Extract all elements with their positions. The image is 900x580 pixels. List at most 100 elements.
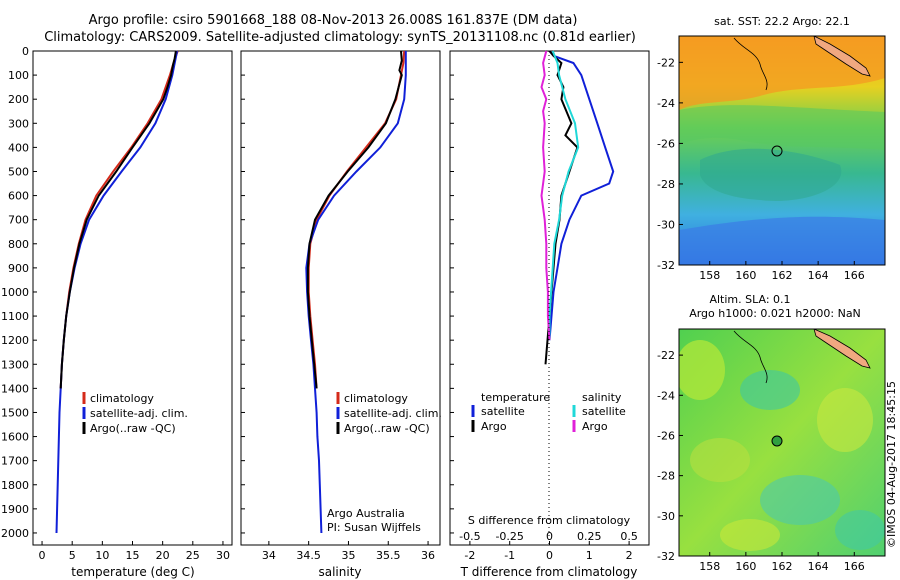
series-line-climatology	[307, 50, 406, 389]
s-tick-label: 0.25	[577, 530, 602, 543]
difference-xlabel-s: S difference from climatology	[468, 514, 631, 527]
sst-map-title: sat. SST: 22.2 Argo: 22.1	[714, 15, 850, 28]
legend-label-climatology: climatology	[90, 392, 154, 405]
depth-tick-label: 1200	[1, 334, 29, 347]
series-line-argo-raw-qc	[59, 50, 177, 389]
map-y-tick-label: -28	[657, 178, 675, 191]
sla-anomaly	[835, 510, 885, 550]
legend-label-satellite: satellite-adj. clim.	[344, 407, 442, 420]
depth-tick-label: 1500	[1, 406, 29, 419]
sla-anomaly	[817, 388, 873, 452]
depth-tick-label: 1000	[1, 286, 29, 299]
depth-tick-label: 1800	[1, 479, 29, 492]
map-x-tick-label: 164	[808, 269, 829, 282]
sla-anomaly	[740, 370, 800, 410]
legend-label-t-argo: Argo	[481, 420, 507, 433]
series-line-climatology	[59, 50, 179, 389]
difference-xlabel-t: T difference from climatology	[460, 565, 638, 579]
x-tick-label: 0	[546, 549, 553, 562]
sst-blue-region	[679, 216, 885, 265]
sla-map	[679, 329, 885, 556]
x-tick-label: 10	[95, 549, 109, 562]
map-y-tick-label: -26	[657, 137, 675, 150]
legend-label-argo: Argo(..raw -QC)	[344, 422, 430, 435]
x-tick-label: 35	[341, 549, 355, 562]
depth-tick-label: 800	[8, 238, 29, 251]
temperature-panel-frame	[32, 50, 233, 546]
series-line-s-satellite	[548, 50, 580, 341]
depth-tick-label: 300	[8, 117, 29, 130]
depth-tick-label: 700	[8, 214, 29, 227]
s-tick-label: 0.5	[620, 530, 638, 543]
depth-tick-label: 1100	[1, 310, 29, 323]
depth-tick-label: 1700	[1, 455, 29, 468]
salinity-xlabel: salinity	[318, 565, 361, 579]
sst-argo-marker	[771, 145, 783, 157]
series-line-argo-raw-qc	[306, 50, 403, 389]
x-tick-label: 0	[39, 549, 46, 562]
header-line-1: Argo profile: csiro 5901668_188 08-Nov-2…	[89, 13, 578, 28]
x-tick-label: 35.5	[376, 549, 401, 562]
difference-series	[540, 50, 615, 365]
s-tick-label: 0	[546, 530, 553, 543]
x-tick-label: 20	[156, 549, 170, 562]
legend-label-satellite: satellite-adj. clim.	[90, 407, 188, 420]
map-y-tick-label: -28	[657, 470, 675, 483]
sst-teal-eddy	[700, 148, 842, 201]
x-tick-label: 34.5	[296, 549, 321, 562]
x-tick-label: -2	[464, 549, 475, 562]
map-x-tick-label: 166	[844, 269, 865, 282]
x-tick-label: 2	[626, 549, 633, 562]
sla-map-title-2: Argo h1000: 0.021 h2000: NaN	[689, 307, 861, 320]
legend-heading-temperature: temperature	[481, 391, 550, 404]
coastline-shelf	[733, 37, 768, 91]
depth-tick-label: 1900	[1, 503, 29, 516]
sst-green-band	[679, 105, 885, 150]
sla-map-ticks: 158 160 162 164 166 -22 -24 -26 -28 -30 -32	[657, 349, 865, 573]
salinity-panel-frame	[240, 50, 441, 546]
annotation-pi: PI: Susan Wijffels	[327, 521, 421, 534]
sst-map-ticks: 158 160 162 164 166 -22 -24 -26 -28 -30 -32	[657, 56, 865, 282]
legend-label-climatology: climatology	[344, 392, 408, 405]
salinity-legend: climatology satellite-adj. clim. Argo(..…	[327, 392, 442, 534]
map-x-tick-label: 158	[699, 560, 720, 573]
sla-argo-marker	[771, 435, 783, 447]
legend-label-s-satellite: satellite	[582, 405, 626, 418]
temperature-xlabel: temperature (deg C)	[71, 565, 194, 579]
map-y-tick-label: -24	[657, 389, 675, 402]
depth-tick-label: 200	[8, 93, 29, 106]
map-y-tick-label: -22	[657, 56, 675, 69]
map-x-tick-label: 164	[808, 560, 829, 573]
legend-heading-salinity: salinity	[582, 391, 622, 404]
map-x-tick-label: 162	[772, 269, 793, 282]
temperature-axis-ticks: 0 5 10 15 20 25 30	[39, 541, 230, 562]
map-y-tick-label: -32	[657, 259, 675, 272]
depth-tick-label: 1400	[1, 382, 29, 395]
map-x-tick-label: 158	[699, 269, 720, 282]
x-tick-label: -1	[504, 549, 515, 562]
x-tick-label: 30	[216, 549, 230, 562]
depth-tick-label: 900	[8, 262, 29, 275]
series-line-t-satellite	[548, 50, 615, 341]
map-y-tick-label: -30	[657, 510, 675, 523]
s-tick-label: -0.25	[495, 530, 523, 543]
new-caledonia-island	[813, 329, 871, 369]
sla-anomaly	[760, 475, 840, 525]
depth-tick-label: 400	[8, 141, 29, 154]
map-x-tick-label: 160	[735, 560, 756, 573]
series-line-s-argo	[540, 50, 551, 341]
legend-label-t-satellite: satellite	[481, 405, 525, 418]
temperature-legend: climatology satellite-adj. clim. Argo(..…	[82, 392, 188, 435]
x-tick-label: 5	[69, 549, 76, 562]
x-tick-label: 36	[421, 549, 435, 562]
header-line-2: Climatology: CARS2009. Satellite-adjuste…	[44, 30, 636, 45]
map-y-tick-label: -22	[657, 349, 675, 362]
map-y-tick-label: -32	[657, 550, 675, 563]
series-line-satellite-adj-clim	[305, 51, 407, 534]
salinity-series	[305, 50, 407, 534]
map-x-tick-label: 166	[844, 560, 865, 573]
legend-label-s-argo: Argo	[582, 420, 608, 433]
map-y-tick-label: -24	[657, 97, 675, 110]
difference-axis-ticks: -2 -1 0 1 2 -0.5 -0.25 0 0.25 0.5	[459, 530, 638, 562]
